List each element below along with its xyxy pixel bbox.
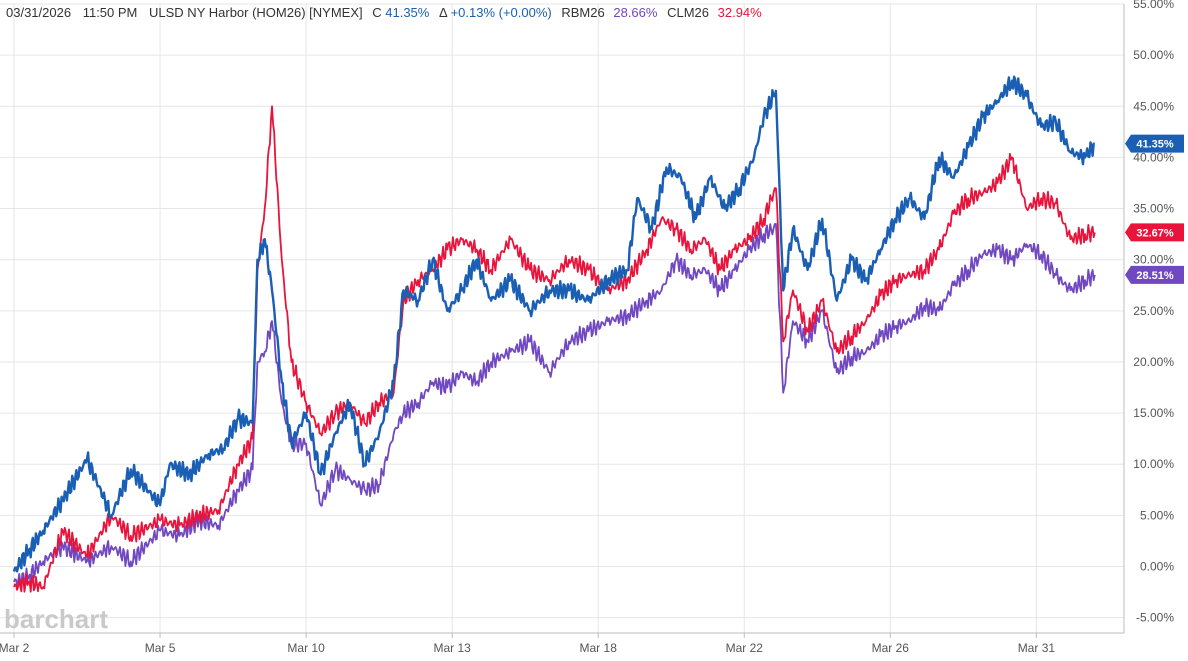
last-value-tags: 28.51% 32.67% 41.35% (1125, 134, 1184, 284)
tag-value: 32.67% (1136, 227, 1174, 239)
y-tick-label: 45.00% (1133, 99, 1174, 113)
x-tick-label: Mar 26 (872, 641, 910, 655)
header-close-value: 41.35% (385, 5, 430, 20)
header-close-label: C (372, 5, 381, 20)
x-tick-label: Mar 2 (0, 641, 30, 655)
header-time: 11:50 PM (83, 5, 138, 20)
x-tick-label: Mar 10 (287, 641, 325, 655)
tag-background (1125, 265, 1184, 284)
header-date: 03/31/2026 (6, 5, 71, 20)
last-value-tag-clm26: 32.67% (1125, 223, 1184, 242)
y-tick-label: 10.00% (1133, 457, 1174, 471)
chart-header: 03/31/2026 11:50 PM ULSD NY Harbor (HOM2… (6, 5, 762, 20)
y-tick-label: 30.00% (1133, 253, 1174, 267)
x-tick-label: Mar 5 (145, 641, 176, 655)
series-lines (12, 75, 1096, 593)
header-series3-value: 32.94% (718, 5, 763, 20)
y-tick-label: 40.00% (1133, 150, 1174, 164)
x-tick-label: Mar 22 (726, 641, 764, 655)
header-series3-name: CLM26 (667, 5, 709, 20)
header-series2-name: RBM26 (561, 5, 604, 20)
tag-value: 28.51% (1136, 270, 1174, 282)
header-change-label: Δ (439, 5, 448, 20)
y-tick-label: 55.00% (1133, 0, 1174, 11)
x-tick-label: Mar 18 (580, 641, 618, 655)
header-symbol: ULSD NY Harbor (HOM26) [NYMEX] (149, 5, 363, 20)
tag-background (1125, 223, 1184, 242)
header-series2-value: 28.66% (613, 5, 658, 20)
y-tick-label: 35.00% (1133, 202, 1174, 216)
y-tick-label: 0.00% (1140, 560, 1174, 574)
tag-background (1125, 134, 1184, 153)
y-tick-label: 25.00% (1133, 304, 1174, 318)
series-line-hom26 (12, 75, 1095, 573)
x-axis: Mar 2 Mar 5 Mar 10 Mar 13 Mar 18 Mar 22 Mar 26… (0, 632, 1124, 655)
grid-lines (0, 3, 1124, 633)
y-tick-label: 15.00% (1133, 406, 1174, 420)
x-tick-label: Mar 31 (1018, 641, 1056, 655)
y-tick-label: 5.00% (1140, 508, 1174, 522)
tag-value: 41.35% (1136, 139, 1174, 151)
series-line-clm26 (13, 105, 1096, 593)
header-change-value: +0.13% (+0.00%) (451, 5, 552, 20)
x-tick-label: Mar 13 (433, 641, 471, 655)
y-tick-label: 20.00% (1133, 355, 1174, 369)
y-axis: -5.00% 0.00% 5.00% 10.00% 15.00% 20.00% 25.00%… (1123, 0, 1174, 633)
y-tick-label: 50.00% (1133, 48, 1174, 62)
barchart-logo: barchart (4, 604, 108, 634)
y-tick-label: -5.00% (1136, 611, 1174, 625)
last-value-tag-rbm26: 28.51% (1125, 265, 1184, 284)
last-value-tag-hom26: 41.35% (1125, 134, 1184, 153)
